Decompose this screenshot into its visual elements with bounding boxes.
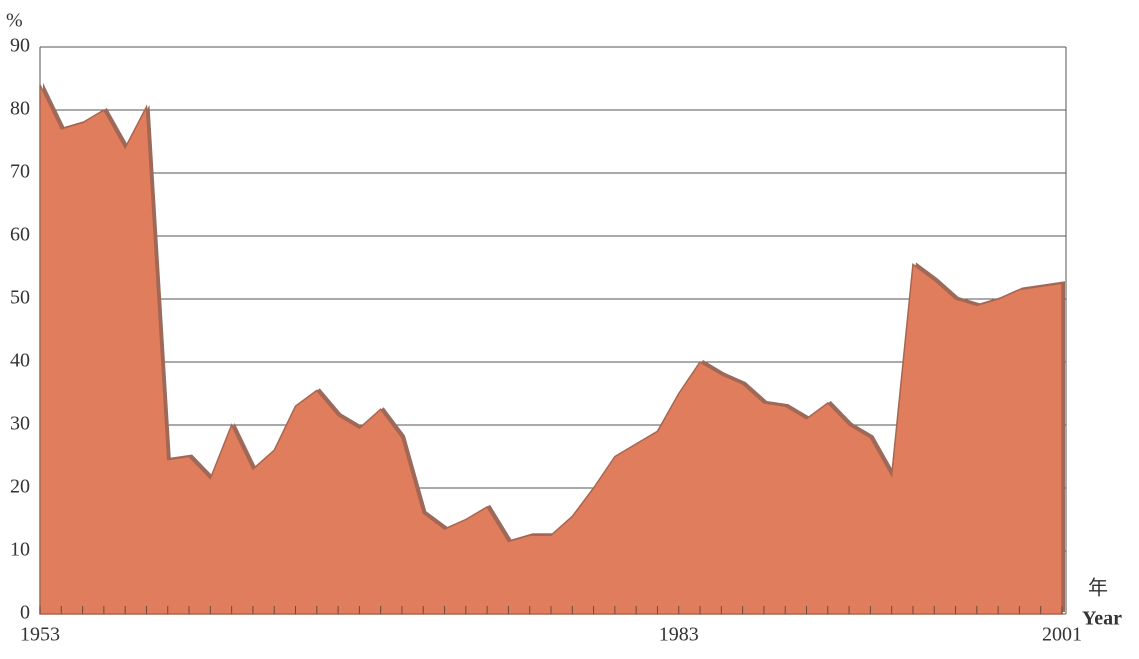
y-tick-label: 10: [10, 539, 30, 561]
area: [39, 84, 1063, 615]
y-tick-label: 50: [10, 287, 30, 309]
x-tick-label: 2001: [1042, 624, 1082, 646]
y-unit: %: [6, 10, 23, 32]
x-label: Year: [1082, 608, 1122, 630]
y-tick-label: 0: [20, 602, 30, 624]
y-tick-label: 30: [10, 413, 30, 435]
y-tick-label: 70: [10, 161, 30, 183]
y-tick-label: 90: [10, 35, 30, 57]
x-label-cn: 年: [1088, 577, 1108, 600]
x-tick-label: 1983: [659, 624, 699, 646]
y-tick-label: 60: [10, 224, 30, 246]
y-tick-label: 80: [10, 98, 30, 120]
x-tick-label: 1953: [20, 624, 60, 646]
y-tick-label: 20: [10, 476, 30, 498]
y-tick-label: 40: [10, 350, 30, 372]
